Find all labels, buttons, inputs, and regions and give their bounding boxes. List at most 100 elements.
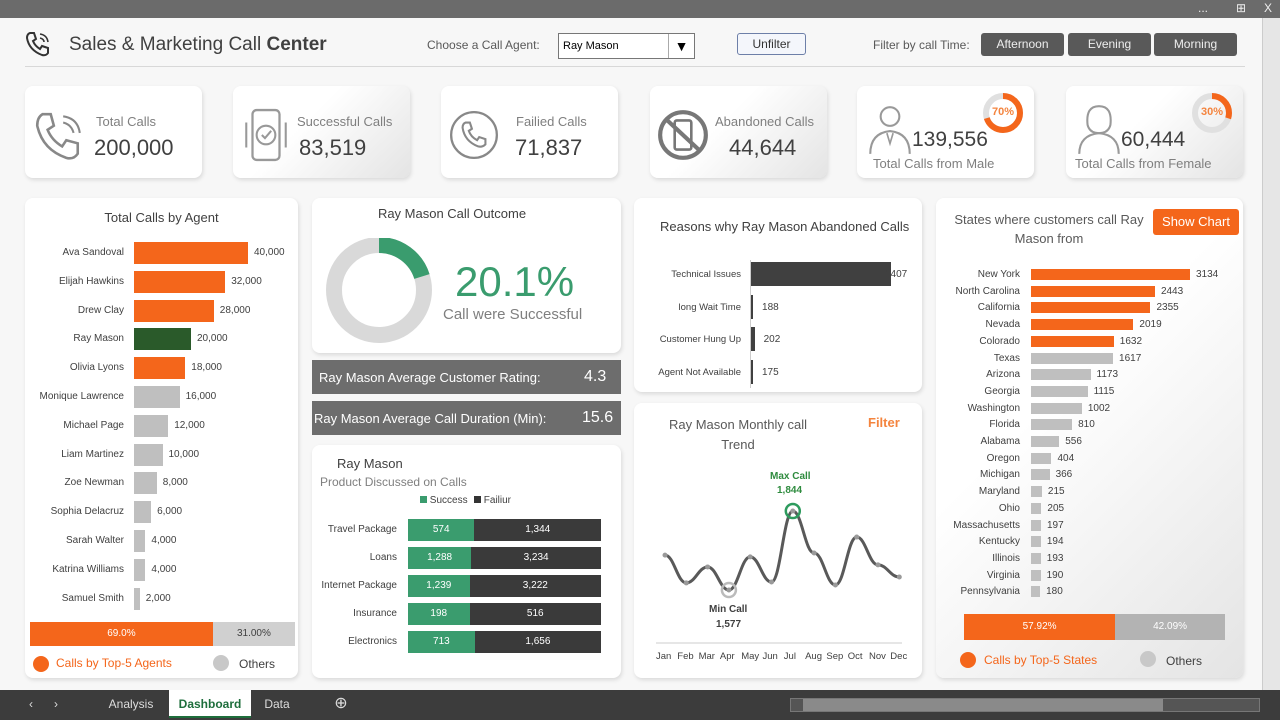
state-bar[interactable] [1031,502,1042,514]
agent-dropdown[interactable]: Ray Mason ▼ [558,33,695,59]
agent-value: 28,000 [219,304,251,316]
donut-success-segment [326,238,432,343]
evening-button[interactable]: Evening [1068,33,1151,56]
trend-point[interactable] [705,564,711,570]
state-bar[interactable] [1031,285,1155,297]
agent-value: 2,000 [145,592,171,604]
abandoned-title: Reasons why Ray Mason Abandoned Calls [660,219,910,234]
abandon-value: 188 [762,301,779,313]
horizontal-scrollbar[interactable] [790,698,1260,712]
state-bar[interactable] [1031,369,1091,381]
agent-bar[interactable] [134,386,180,408]
agent-bar[interactable] [134,242,248,264]
state-bar[interactable] [1031,402,1082,414]
scrollbar-thumb[interactable] [803,699,1163,711]
agent-bar[interactable] [134,443,163,466]
trend-point[interactable] [896,574,902,580]
trend-point[interactable] [811,550,817,556]
state-bar[interactable] [1031,452,1052,464]
agent-value: 18,000 [191,362,222,374]
agent-bar[interactable] [134,357,186,380]
product-label: Internet Package [321,580,397,591]
max-marker [784,502,802,520]
agent-label: Sarah Walter [66,535,124,546]
product-success-bar: 713 [408,631,475,653]
agent-bar[interactable] [134,501,152,524]
show-chart-button[interactable]: Show Chart [1153,209,1239,235]
products-title: Ray Mason [337,456,403,471]
state-bar[interactable] [1031,335,1114,347]
agent-bar[interactable] [134,270,226,293]
month-tick-label: Jul [783,651,796,662]
trend-point[interactable] [726,587,732,593]
state-bar[interactable] [1031,469,1050,481]
others-states-share-bar: 42.09% [1115,614,1225,640]
legend-failure: Failiur [483,495,512,506]
outcome-title: Ray Mason Call Outcome [377,206,527,221]
time-filter-label: Filter by call Time: [873,38,970,52]
trend-point[interactable] [832,582,838,588]
trend-point[interactable] [662,552,668,558]
trend-point[interactable] [875,562,881,568]
agent-bar[interactable] [134,414,169,437]
trend-point[interactable] [769,579,774,585]
agent-bar[interactable] [134,530,146,552]
state-bar[interactable] [1031,486,1042,498]
state-label: Alabama [980,436,1020,447]
tab-analysis[interactable]: Analysis [108,697,154,711]
afternoon-button[interactable]: Afternoon [981,33,1064,56]
agent-bar[interactable] [134,299,214,322]
vertical-scrollbar[interactable] [1262,18,1280,690]
success-legend-swatch [420,496,427,503]
kpi-card: Abandoned Calls 44,644 [650,86,827,178]
trend-point[interactable] [854,534,860,540]
month-tick-label: Aug [805,651,822,662]
state-bar[interactable] [1031,385,1088,397]
add-sheet-icon[interactable]: ⊕ [334,695,348,712]
state-label: Oregon [986,452,1020,464]
trend-filter-link[interactable]: Filter [868,415,900,430]
agents-title: Total Calls by Agent [104,210,219,225]
agent-bar[interactable] [134,558,146,581]
kpi-label: Total Calls from Female [1075,156,1212,171]
agents-card: Total Calls by Agent Ava Sandoval 40,000 E… [25,198,298,678]
state-label: Ohio [998,502,1020,514]
mobile-check-icon [245,108,287,162]
state-bar[interactable] [1031,536,1041,548]
trend-point[interactable] [683,580,689,586]
kpi-value: 139,556 [912,128,988,151]
agent-bar[interactable] [134,472,157,495]
state-value: 366 [1055,469,1073,481]
prev-sheet-icon[interactable]: ‹ [29,697,33,711]
more-icon[interactable]: ... [1198,1,1209,15]
kpi-card: Total Calls 200,000 [25,86,202,178]
next-sheet-icon[interactable]: › [54,697,58,711]
tab-data[interactable]: Data [264,697,290,711]
state-bar[interactable] [1031,319,1134,331]
unfilter-button[interactable]: Unfilter [737,33,806,55]
state-bar[interactable] [1031,302,1151,314]
state-bar[interactable] [1031,436,1060,447]
agent-bar[interactable] [134,328,191,351]
state-bar[interactable] [1031,586,1041,598]
trend-point[interactable] [790,508,796,514]
rating-label: Ray Mason Average Customer Rating: [319,370,541,385]
tab-dashboard[interactable]: Dashboard [169,690,251,718]
state-bar[interactable] [1031,519,1041,531]
state-bar[interactable] [1031,552,1041,564]
month-tick-label: Jun [762,651,778,662]
agent-bar[interactable] [134,587,140,610]
kpi-card: Successful Calls 83,519 [233,86,410,178]
state-bar[interactable] [1031,269,1190,280]
month-tick-label: Jan [656,651,672,662]
trend-line [664,509,900,592]
trend-point[interactable] [747,554,753,560]
chevron-down-icon[interactable]: ▼ [668,34,694,58]
close-icon[interactable]: X [1264,1,1273,15]
abandon-value: 202 [763,334,781,345]
state-bar[interactable] [1031,352,1114,364]
morning-button[interactable]: Morning [1154,33,1237,56]
state-bar[interactable] [1031,569,1041,581]
restore-icon[interactable]: ⊞ [1236,1,1247,15]
state-bar[interactable] [1031,419,1073,431]
